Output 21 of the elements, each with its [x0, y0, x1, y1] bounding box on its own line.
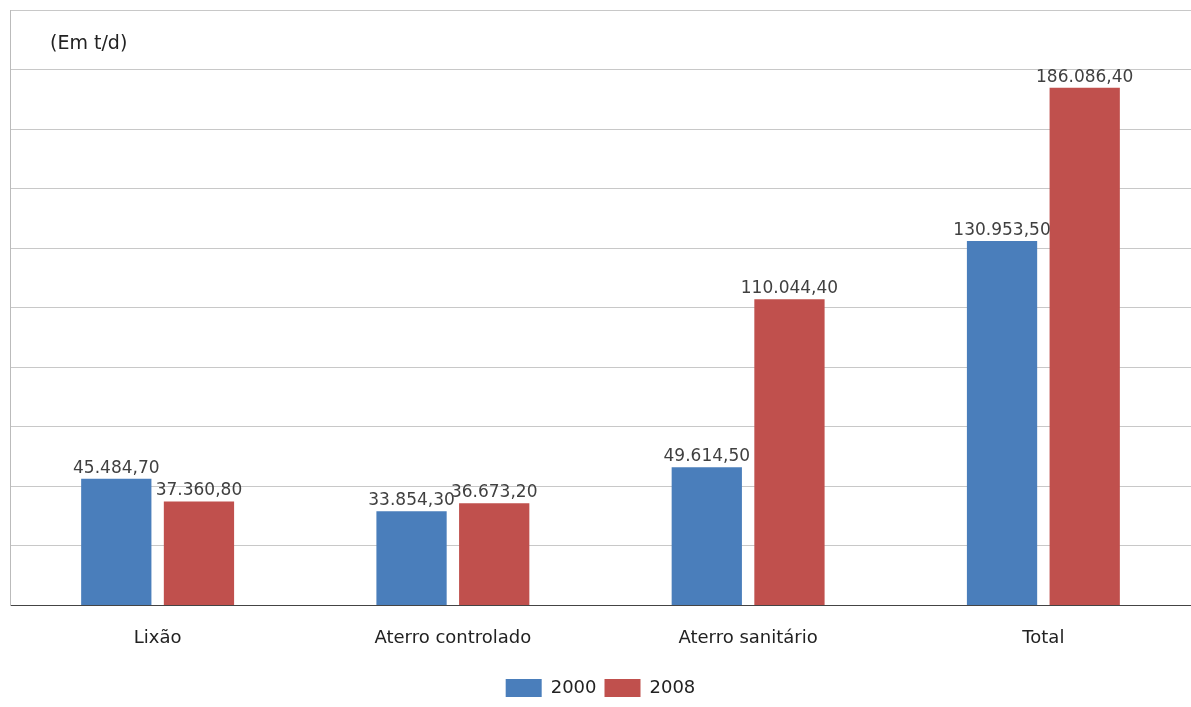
legend-label: 2000 [550, 675, 597, 697]
data-label: 45.484,70 [73, 456, 160, 477]
x-tick-label: Lixão [133, 625, 182, 647]
bar [754, 299, 825, 605]
data-label: 186.086,40 [1036, 65, 1134, 86]
x-tick-label: Aterro controlado [374, 625, 532, 647]
bar [376, 511, 447, 605]
data-label: 49.614,50 [663, 445, 751, 466]
data-label: 37.360,80 [155, 479, 243, 500]
x-tick-label: Total [1021, 625, 1065, 647]
bar [81, 478, 152, 605]
y-axis-title: (Em t/d) [50, 30, 128, 53]
bar [671, 467, 742, 605]
bar [1049, 87, 1120, 605]
legend-label: 2008 [649, 675, 696, 697]
data-label: 130.953,50 [953, 218, 1051, 239]
data-label: 110.044,40 [740, 277, 839, 298]
bar [966, 241, 1038, 605]
bar [163, 501, 235, 605]
bar [459, 503, 530, 605]
x-tick-label: Aterro sanitário [678, 625, 818, 647]
